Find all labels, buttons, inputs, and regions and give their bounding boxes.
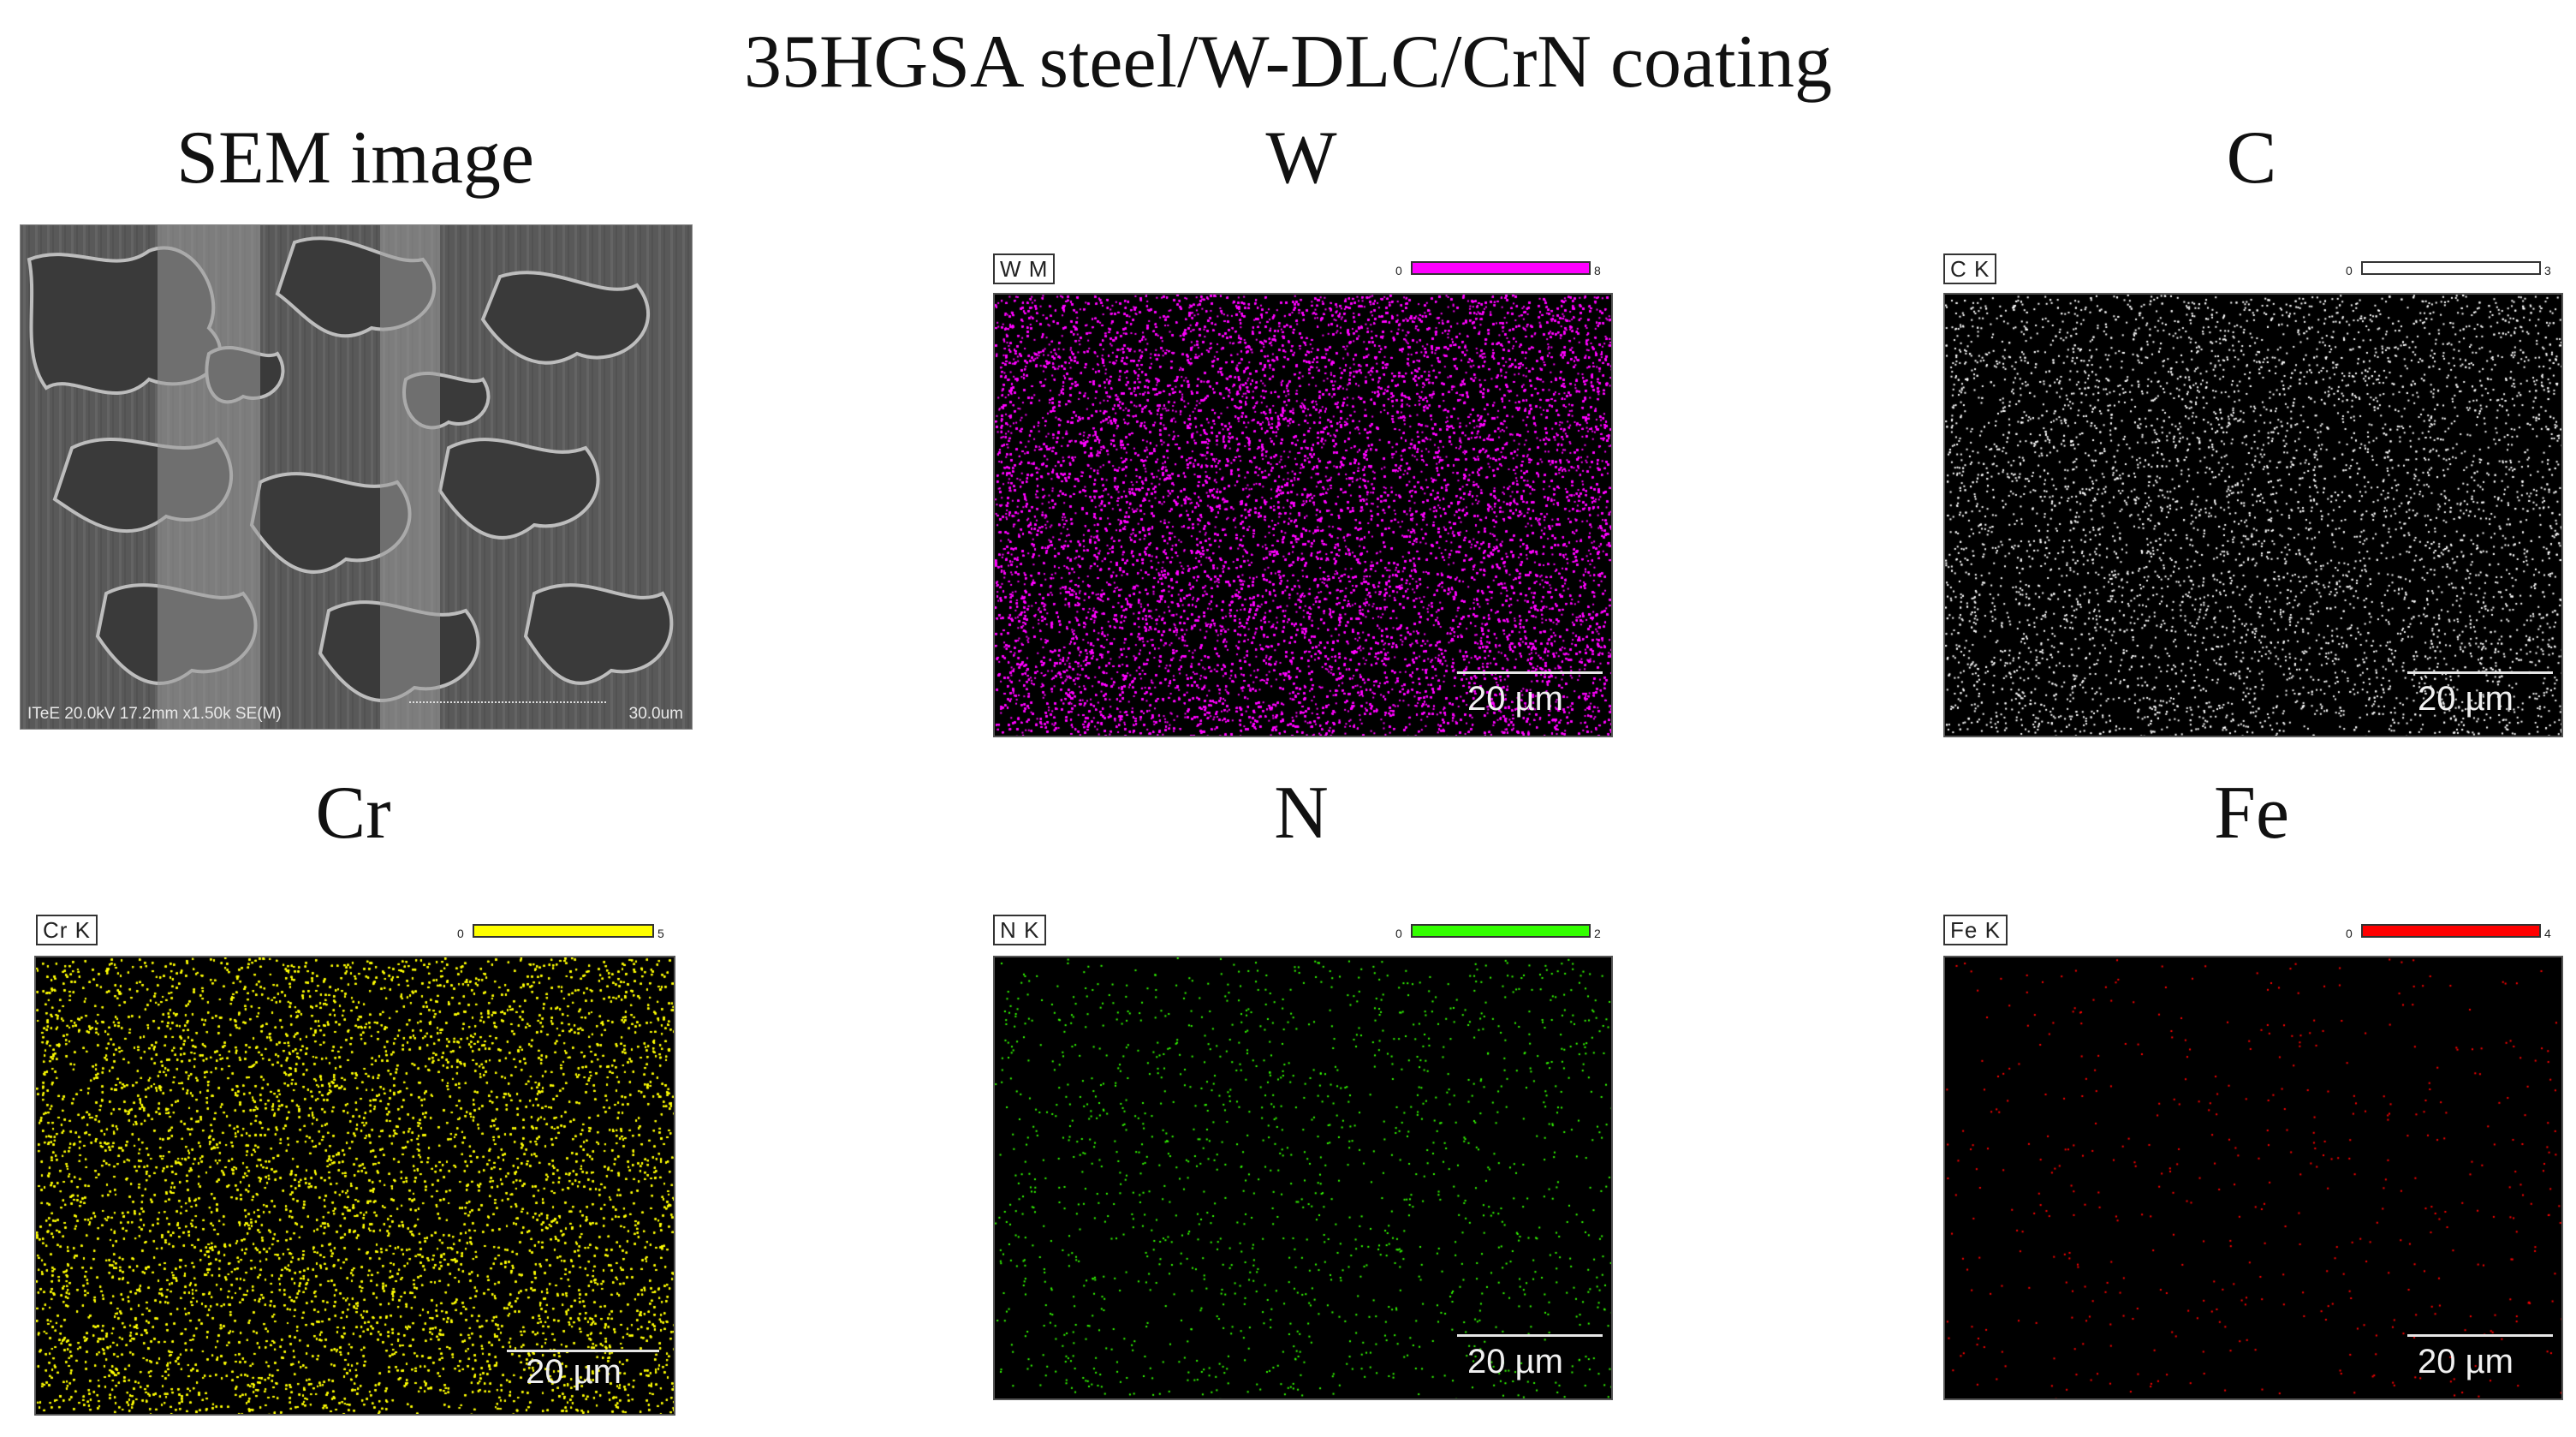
fe-scale-bar — [2407, 1334, 2553, 1337]
sem-heading: SEM image — [176, 116, 534, 200]
sem-scale-label: 30.0um — [628, 705, 683, 723]
cr-scale-bar — [507, 1350, 659, 1352]
sem-image: ITeE 20.0kV 17.2mm x1.50k SE(M) 30.0um — [20, 224, 693, 730]
n-scale-label: 20 µm — [1467, 1343, 1563, 1380]
w-scale-label: 20 µm — [1467, 680, 1563, 718]
c-colorbar-max: 3 — [2544, 264, 2551, 277]
n-heading: N — [1274, 772, 1329, 855]
fe-colorbar-max: 4 — [2544, 927, 2551, 940]
c-colorbar — [2361, 261, 2541, 275]
figure-title: 35HGSA steel/W-DLC/CrN coating — [744, 21, 1832, 104]
fe-heading: Fe — [2214, 772, 2289, 855]
n-colorbar — [1411, 924, 1591, 938]
w-colorbar — [1411, 261, 1591, 275]
c-scale-label: 20 µm — [2418, 680, 2514, 718]
n-scale-bar — [1457, 1334, 1603, 1337]
cr-colorbar-max: 5 — [657, 927, 664, 940]
sem-scale-ticks — [409, 693, 606, 703]
fe-colorbar — [2361, 924, 2541, 938]
fe-element-map: 20 µm — [1943, 956, 2563, 1400]
cr-colorbar — [473, 924, 654, 938]
fe-colorbar-min: 0 — [2346, 927, 2353, 940]
c-map-label: C K — [1943, 253, 1997, 284]
fe-map-label: Fe K — [1943, 915, 2008, 945]
c-colorbar-min: 0 — [2346, 264, 2353, 277]
n-colorbar-max: 2 — [1594, 927, 1601, 940]
sem-texture — [21, 225, 692, 729]
c-scale-bar — [2407, 671, 2553, 674]
n-map-label: N K — [993, 915, 1047, 945]
w-map-label: W M — [993, 253, 1056, 284]
cr-map-label: Cr K — [36, 915, 98, 945]
cr-colorbar-min: 0 — [457, 927, 464, 940]
w-heading: W — [1265, 116, 1337, 200]
w-scale-bar — [1457, 671, 1603, 674]
fe-scale-label: 20 µm — [2418, 1343, 2514, 1380]
cr-element-map: 20 µm — [34, 956, 675, 1416]
w-element-map: 20 µm — [993, 293, 1613, 737]
n-colorbar-min: 0 — [1395, 927, 1402, 940]
cr-scale-label: 20 µm — [526, 1353, 622, 1391]
c-heading: C — [2226, 116, 2277, 200]
c-element-map: 20 µm — [1943, 293, 2563, 737]
w-colorbar-min: 0 — [1395, 264, 1402, 277]
w-colorbar-max: 8 — [1594, 264, 1601, 277]
sem-metadata: ITeE 20.0kV 17.2mm x1.50k SE(M) — [27, 705, 282, 723]
n-element-map: 20 µm — [993, 956, 1613, 1400]
cr-heading: Cr — [315, 772, 391, 855]
